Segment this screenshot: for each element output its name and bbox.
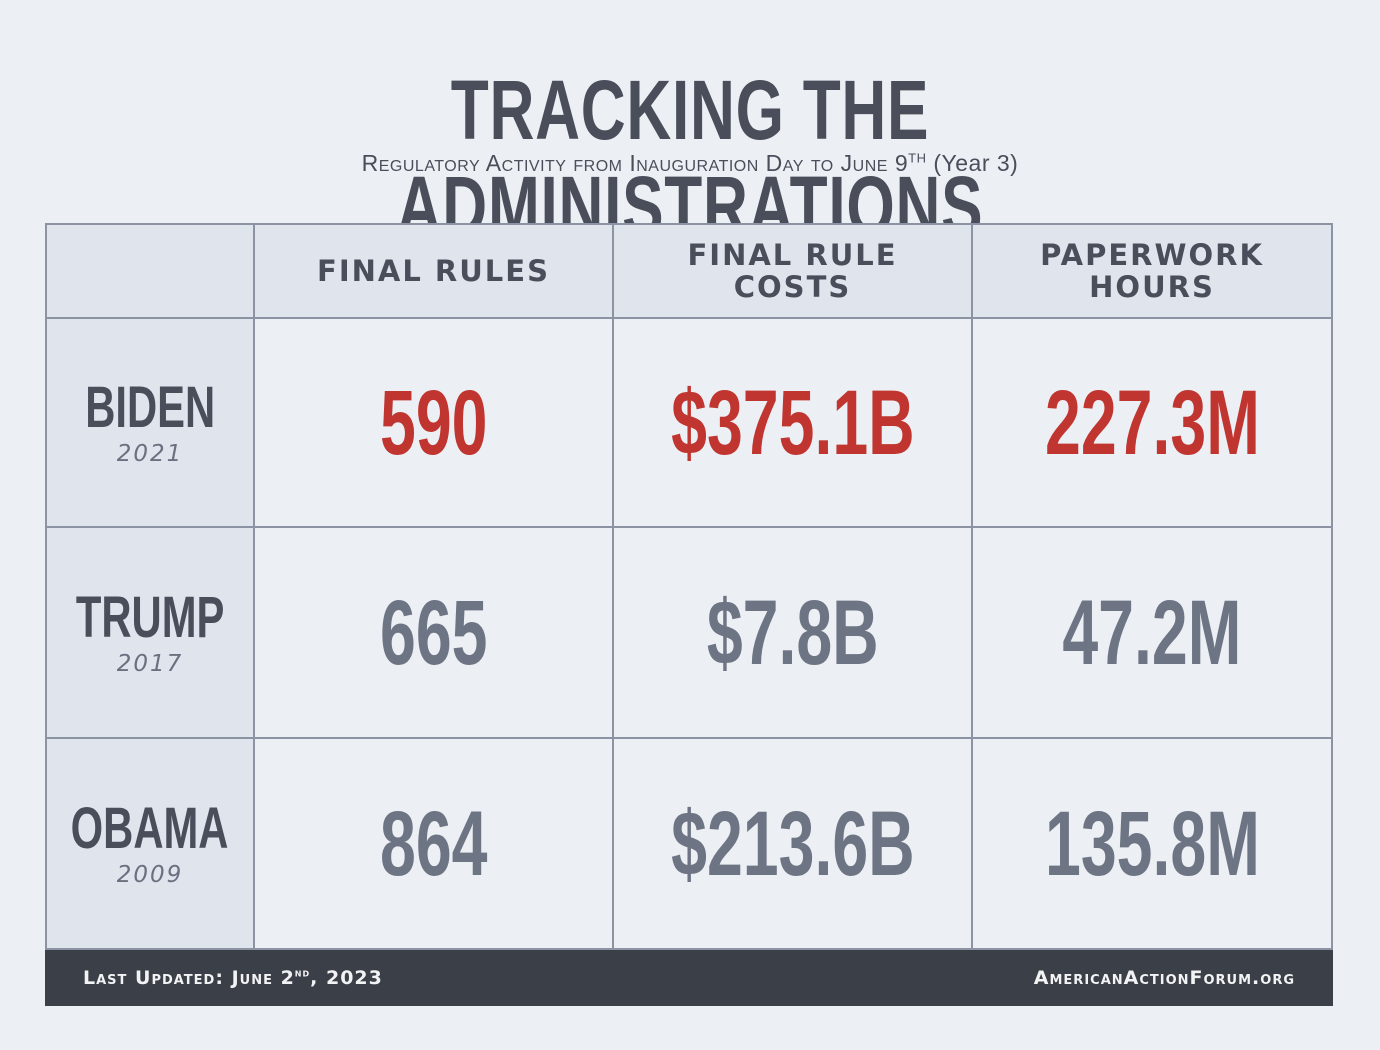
- admin-name: BIDEN: [85, 374, 215, 440]
- last-updated-prefix: Last Updated: June 2: [83, 967, 295, 989]
- trump-costs-cell: $7.8B: [614, 528, 973, 739]
- subtitle-text: Regulatory Activity from Inauguration Da…: [361, 150, 909, 176]
- biden-costs-cell: $375.1B: [614, 319, 973, 528]
- page-subtitle: Regulatory Activity from Inauguration Da…: [0, 150, 1380, 177]
- last-updated-suffix: , 2023: [310, 967, 383, 989]
- admin-name: TRUMP: [75, 584, 225, 650]
- header-final-rules: FINAL RULES: [255, 225, 614, 319]
- biden-costs-value: $375.1B: [670, 371, 915, 474]
- subtitle-superscript: TH: [908, 150, 927, 166]
- header-costs-line2: COSTS: [733, 270, 852, 304]
- admin-year: 2017: [116, 650, 184, 677]
- biden-hours-cell: 227.3M: [973, 319, 1331, 528]
- trump-hours-cell: 47.2M: [973, 528, 1331, 739]
- biden-final-rules-value: 590: [379, 371, 488, 474]
- obama-hours-cell: 135.8M: [973, 739, 1331, 948]
- header-paperwork-line1: PAPERWORK: [1040, 238, 1264, 272]
- last-updated: Last Updated: June 2nd, 2023: [83, 967, 383, 989]
- biden-hours-value: 227.3M: [1044, 371, 1260, 474]
- trump-final-rules-value: 665: [379, 581, 488, 684]
- obama-final-rules-value: 864: [379, 792, 488, 895]
- header-paperwork-hours: PAPERWORK HOURS: [973, 225, 1331, 319]
- site-link[interactable]: AmericanActionForum.org: [1033, 967, 1295, 989]
- trump-final-rules-cell: 665: [255, 528, 614, 739]
- comparison-table: FINAL RULES FINAL RULE COSTS PAPERWORK HOU…: [45, 223, 1333, 950]
- header-paperwork-line2: HOURS: [1089, 270, 1215, 304]
- obama-costs-value: $213.6B: [670, 792, 915, 895]
- obama-final-rules-cell: 864: [255, 739, 614, 948]
- header-costs-line1: FINAL RULE: [687, 238, 898, 272]
- biden-final-rules-cell: 590: [255, 319, 614, 528]
- last-updated-superscript: nd: [294, 966, 311, 980]
- header-final-rules-label: FINAL RULES: [317, 254, 550, 288]
- row-label-biden: BIDEN 2021: [47, 319, 255, 528]
- page-title: TRACKING THE ADMINISTRATIONS: [396, 63, 984, 253]
- row-label-trump: TRUMP 2017: [47, 528, 255, 739]
- obama-hours-value: 135.8M: [1044, 792, 1260, 895]
- admin-year: 2009: [116, 861, 184, 888]
- header-final-rule-costs: FINAL RULE COSTS: [614, 225, 973, 319]
- trump-costs-value: $7.8B: [706, 581, 879, 684]
- subtitle-year: (Year 3): [933, 150, 1019, 176]
- admin-year: 2021: [116, 440, 184, 467]
- obama-costs-cell: $213.6B: [614, 739, 973, 948]
- footer-bar: Last Updated: June 2nd, 2023 AmericanAct…: [45, 950, 1333, 1006]
- row-label-obama: OBAMA 2009: [47, 739, 255, 948]
- admin-name: OBAMA: [71, 795, 229, 861]
- header-empty-cell: [47, 225, 255, 319]
- trump-hours-value: 47.2M: [1062, 581, 1242, 684]
